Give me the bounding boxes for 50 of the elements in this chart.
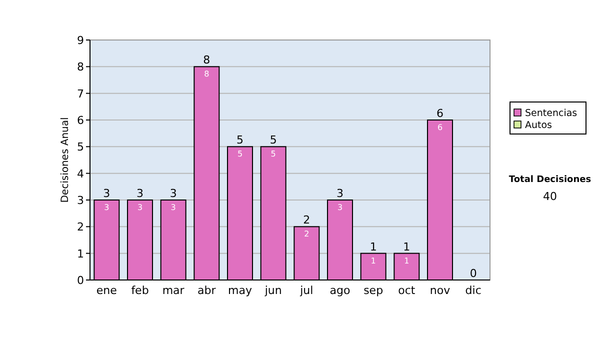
total-label: 0	[470, 267, 477, 280]
x-tick-label: abr	[198, 284, 216, 297]
y-tick-label: 5	[77, 140, 84, 154]
data-label: 3	[104, 203, 110, 212]
total-label: 1	[403, 240, 410, 254]
x-tick-label: dic	[465, 284, 482, 297]
y-tick-label: 4	[77, 167, 84, 180]
y-tick-label: 3	[77, 194, 84, 207]
total-label: 6	[436, 107, 444, 120]
total-label: 3	[170, 187, 177, 200]
data-label: 1	[404, 256, 410, 266]
x-tick-label: feb	[131, 284, 149, 297]
total-label: 3	[103, 187, 110, 200]
x-tick-label: mar	[162, 284, 185, 297]
total-label: 8	[203, 54, 210, 67]
data-label: 2	[304, 230, 310, 239]
text: Total Decisiones	[508, 175, 592, 185]
x-tick-label: ene	[96, 284, 118, 297]
x-tick-label: sep	[364, 284, 384, 297]
y-tick-label: 8	[77, 60, 84, 74]
x-tick-label: may	[228, 284, 252, 297]
y-tick-label: 0	[77, 274, 84, 287]
x-tick-label: jun	[264, 284, 282, 297]
x-tick-label: ago	[330, 284, 350, 297]
legend-label: Sentencias	[525, 108, 578, 119]
total-label: 3	[136, 187, 144, 200]
y-tick-label: 9	[77, 34, 84, 47]
total-label: 3	[336, 187, 344, 200]
total-label: 1	[370, 240, 377, 254]
total-label: 5	[236, 134, 244, 147]
x-tick-label: oct	[398, 284, 416, 297]
data-label: 5	[237, 150, 243, 159]
data-label: 3	[170, 203, 176, 212]
data-label: 6	[437, 123, 443, 132]
data-label: 3	[337, 203, 343, 212]
data-label: 8	[204, 70, 210, 79]
data-label: 3	[137, 203, 143, 212]
legend-label: Autos	[525, 120, 552, 131]
y-tick-label: 7	[77, 87, 84, 100]
text: 40	[543, 190, 557, 203]
total-label: 5	[270, 134, 277, 147]
y-tick-label: 1	[77, 247, 84, 260]
x-tick-label: nov	[430, 284, 451, 297]
data-label: 1	[370, 256, 376, 266]
total-label: 2	[303, 214, 310, 227]
data-label: 5	[270, 150, 276, 159]
y-tick-label: 6	[77, 114, 84, 127]
x-tick-label: jul	[299, 284, 314, 297]
y-tick-label: 2	[77, 220, 84, 234]
y-axis-title: Decisiones Anual	[60, 117, 71, 203]
